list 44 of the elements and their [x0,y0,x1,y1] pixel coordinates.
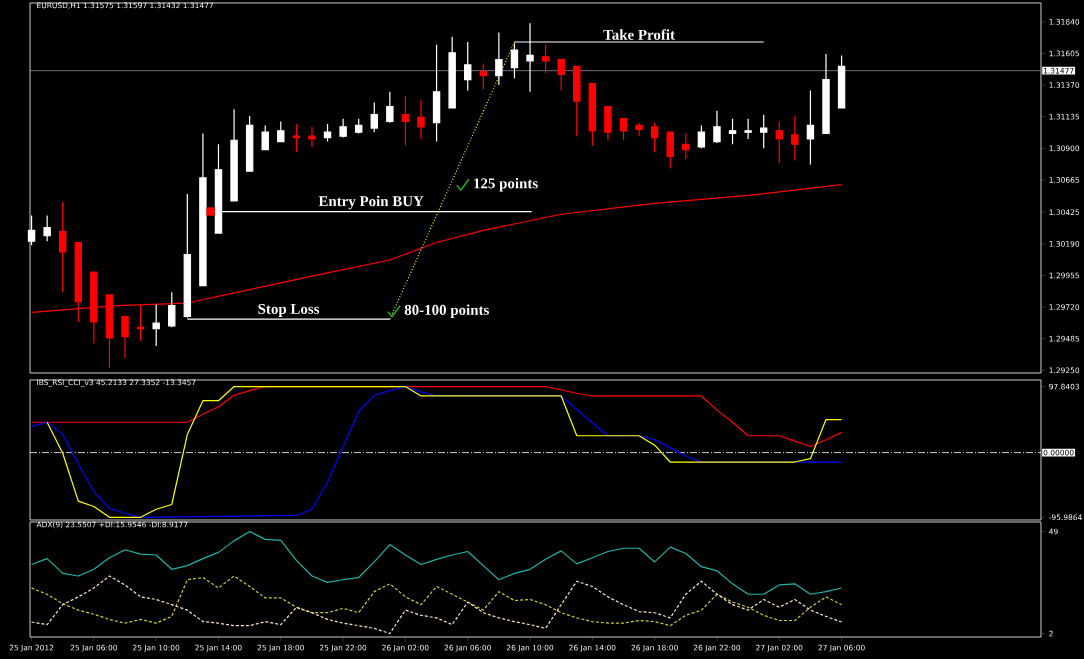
candlestick [666,131,674,170]
candlestick [744,118,752,140]
candlestick [557,58,565,92]
candlestick [822,53,830,135]
candlestick [635,122,643,137]
annotation: 125 points [474,177,538,192]
candlestick [417,99,425,140]
candlestick [354,118,363,135]
candlestick [759,114,768,149]
candlestick [713,110,721,144]
candlestick [370,101,378,133]
candlestick [495,31,503,86]
candlestick [448,36,456,109]
candlestick [650,122,659,153]
candlestick [619,118,628,141]
candlestick [775,120,783,164]
candlestick [121,314,129,359]
candlestick [806,89,815,166]
candlestick [464,41,472,92]
candlestick [386,91,394,124]
candlestick [339,118,347,139]
candlestick [573,65,581,137]
candlestick [168,291,176,328]
candlestick [277,120,285,143]
candlestick [261,124,269,151]
line-series [30,530,843,595]
candlestick [245,115,254,172]
series-label: Take Profit [603,29,675,40]
candlestick [682,132,690,160]
candlestick [59,201,67,293]
candlestick [43,214,51,242]
candlestick [401,95,410,147]
annotation: 80-100 points [404,304,489,318]
candlestick [791,115,799,162]
candlestick [230,108,238,202]
candlestick [604,105,612,141]
candlestick [697,124,706,149]
series-label: Stop Loss [258,303,320,317]
candlestick [837,54,846,109]
series-label: Entry Poin BUY [318,195,424,210]
candlestick [308,126,316,148]
candlestick [432,44,441,143]
candlestick [152,303,160,347]
candlestick [588,83,597,147]
